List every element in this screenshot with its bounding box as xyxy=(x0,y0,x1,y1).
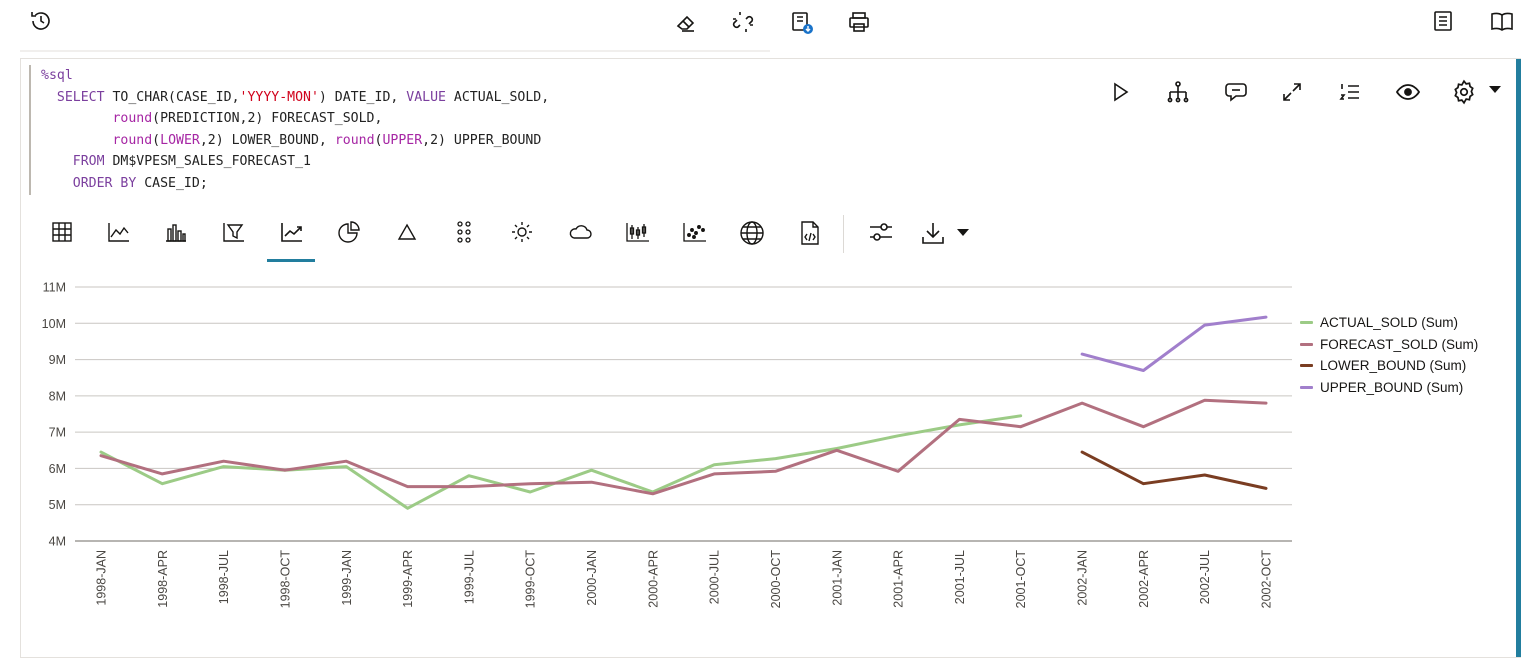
code-line-4: round(LOWER,2) LOWER_BOUND, round(UPPER,… xyxy=(112,132,542,148)
code-line-5: FROM DM$VPESM_SALES_FORECAST_1 xyxy=(72,154,311,170)
caret-down-icon[interactable] xyxy=(955,225,971,241)
code-line-1: %sql xyxy=(41,68,73,83)
trend-line-icon[interactable] xyxy=(279,219,305,245)
legend-item[interactable]: LOWER_BOUND (Sum) xyxy=(1300,355,1478,377)
chart-legend: ACTUAL_SOLD (Sum) FORECAST_SOLD (Sum) LOWE… xyxy=(1300,312,1478,398)
pie-chart-icon[interactable] xyxy=(336,219,362,245)
save-download-icon[interactable] xyxy=(788,9,816,37)
table-icon[interactable] xyxy=(49,219,75,245)
scatter-icon[interactable] xyxy=(681,219,709,245)
legend-label: FORECAST_SOLD (Sum) xyxy=(1320,336,1479,352)
legend-swatch xyxy=(1300,386,1313,390)
legend-swatch xyxy=(1300,364,1313,368)
code-line-6: ORDER BY CASE_ID; xyxy=(72,175,208,191)
book-icon[interactable] xyxy=(1488,8,1516,34)
history-icon[interactable] xyxy=(28,8,54,34)
expand-icon[interactable] xyxy=(1279,79,1305,105)
selected-visualization-indicator xyxy=(267,259,315,262)
candlestick-icon[interactable] xyxy=(624,219,652,245)
globe-icon[interactable] xyxy=(738,219,766,247)
visualization-toolbar xyxy=(21,205,1021,265)
legend-label: ACTUAL_SOLD (Sum) xyxy=(1320,315,1459,331)
print-icon[interactable] xyxy=(846,9,872,35)
caret-down-icon[interactable] xyxy=(1487,82,1503,98)
sun-icon[interactable] xyxy=(509,219,535,245)
active-cell-indicator xyxy=(1516,59,1521,657)
paragraph-cell: %sql SELECT TO_CHAR(CASE_ID,'YYYY-MON') … xyxy=(20,58,1521,658)
toolbar-divider xyxy=(20,50,770,52)
unlink-icon[interactable] xyxy=(730,9,756,35)
legend-swatch xyxy=(1300,321,1313,325)
sliders-icon[interactable] xyxy=(867,219,895,245)
hierarchy-icon[interactable] xyxy=(1165,79,1191,105)
legend-label: UPPER_BOUND (Sum) xyxy=(1320,380,1464,396)
legend-item[interactable]: ACTUAL_SOLD (Sum) xyxy=(1300,312,1478,334)
dots-grid-icon[interactable] xyxy=(451,219,477,245)
legend-swatch xyxy=(1300,342,1313,346)
cloud-icon[interactable] xyxy=(566,219,594,245)
eraser-icon[interactable] xyxy=(673,9,699,35)
triangle-icon[interactable] xyxy=(394,219,420,245)
legend-item[interactable]: UPPER_BOUND (Sum) xyxy=(1300,377,1478,399)
legend-label: LOWER_BOUND (Sum) xyxy=(1320,358,1467,374)
sql-editor[interactable]: %sql SELECT TO_CHAR(CASE_ID,'YYYY-MON') … xyxy=(29,65,549,195)
list-icon[interactable] xyxy=(1430,8,1456,34)
eye-icon[interactable] xyxy=(1394,79,1422,105)
legend-item[interactable]: FORECAST_SOLD (Sum) xyxy=(1300,334,1478,356)
notebook-toolbar xyxy=(0,0,1532,46)
code-line-2: SELECT TO_CHAR(CASE_ID,'YYYY-MON') DATE_… xyxy=(56,89,550,105)
numbered-list-icon[interactable] xyxy=(1337,79,1363,105)
run-icon[interactable] xyxy=(1107,79,1133,105)
comment-icon[interactable] xyxy=(1222,79,1250,105)
code-line-3: round(PREDICTION,2) FORECAST_SOLD, xyxy=(112,111,383,127)
download-icon[interactable] xyxy=(919,219,947,247)
funnel-icon[interactable] xyxy=(221,219,247,245)
toolbar-separator xyxy=(843,215,844,253)
code-file-icon[interactable] xyxy=(797,219,823,247)
line-chart-icon[interactable] xyxy=(106,219,132,245)
bar-chart-icon[interactable] xyxy=(163,219,189,245)
settings-icon[interactable] xyxy=(1450,78,1478,106)
